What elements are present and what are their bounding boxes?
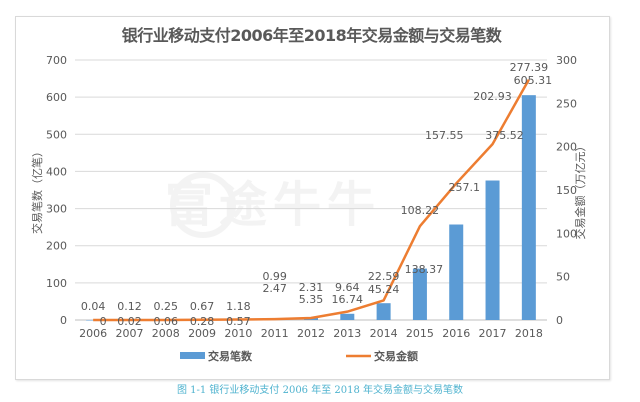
- legend-line-label: 交易金额: [374, 349, 418, 363]
- line-data-label: 0.28: [190, 315, 215, 328]
- bar-data-label: 0.04: [81, 300, 106, 313]
- bar: [485, 180, 500, 320]
- x-tick-label: 2016: [442, 327, 470, 340]
- line-data-label: 0.06: [154, 315, 179, 328]
- bar: [449, 224, 464, 320]
- x-tick-label: 2015: [406, 327, 434, 340]
- x-tick-label: 2006: [79, 327, 107, 340]
- bar: [412, 268, 427, 320]
- bar: [340, 313, 355, 320]
- chart-title: 银行业移动支付2006年至2018年交易金额与交易笔数: [121, 26, 502, 45]
- bar: [86, 319, 101, 321]
- y-tick-label: 0: [60, 314, 67, 327]
- line-data-label: 0.02: [117, 315, 142, 328]
- x-tick-label: 2012: [297, 327, 325, 340]
- y2-axis-title: 交易金额（万亿元）: [573, 141, 587, 240]
- line-data-label: 0.57: [226, 315, 251, 328]
- line-data-label: 0: [100, 315, 107, 328]
- y2-tick-label: 250: [556, 97, 577, 110]
- y-tick-label: 300: [46, 203, 67, 216]
- x-tick-label: 2017: [479, 327, 507, 340]
- x-tick-label: 2007: [115, 327, 143, 340]
- line-data-label: 2.31: [299, 281, 324, 294]
- legend-bar-swatch: [180, 352, 205, 359]
- line-series: [93, 78, 530, 322]
- bar: [376, 303, 391, 320]
- y2-tick-label: 200: [556, 141, 577, 154]
- watermark: 富途牛牛: [165, 177, 382, 233]
- line-data-label: 22.59: [368, 270, 400, 283]
- bar-data-label: 138.37: [405, 263, 444, 276]
- line-data-label: 108.22: [401, 204, 440, 217]
- x-tick-label: 2009: [188, 327, 216, 340]
- x-tick-label: 2008: [152, 327, 180, 340]
- y-tick-label: 700: [46, 54, 67, 67]
- bar-data-label: 375.52: [485, 129, 524, 142]
- legend-bar-label: 交易笔数: [208, 349, 253, 363]
- bar-data-label: 0.67: [190, 300, 215, 313]
- y2-tick-label: 100: [556, 227, 577, 240]
- line-data-label: 0.99: [262, 270, 287, 283]
- bar-data-label: 16.74: [332, 293, 364, 306]
- y-tick-label: 500: [46, 128, 67, 141]
- bar: [521, 95, 536, 321]
- x-tick-label: 2014: [370, 327, 398, 340]
- bar-data-label: 1.18: [226, 300, 251, 313]
- y2-tick-label: 0: [556, 314, 563, 327]
- bar-data-label: 0.12: [117, 300, 142, 313]
- y2-tick-label: 150: [556, 184, 577, 197]
- bar-data-label: 5.35: [299, 293, 324, 306]
- x-tick-label: 2013: [333, 327, 361, 340]
- y2-tick-label: 50: [556, 271, 570, 284]
- bar-data-label: 2.47: [262, 282, 287, 295]
- y2-tick-label: 300: [556, 54, 577, 67]
- figure-caption: 图 1-1 银行业移动支付 2006 年至 2018 年交易金额与交易笔数: [176, 385, 464, 396]
- y-tick-label: 100: [46, 277, 67, 290]
- x-tick-label: 2010: [224, 327, 252, 340]
- bar-data-label: 0.25: [154, 300, 179, 313]
- bar-data-label: 45.24: [368, 283, 400, 296]
- bar-data-label: 605.31: [514, 74, 553, 87]
- y-axis-title: 交易笔数（亿笔）: [30, 146, 44, 234]
- y-tick-label: 400: [46, 165, 67, 178]
- x-tick-label: 2018: [515, 327, 543, 340]
- line-data-label: 157.55: [425, 129, 464, 142]
- watermark-logo-icon: [170, 172, 236, 238]
- x-tick-label: 2011: [261, 327, 289, 340]
- y-tick-label: 200: [46, 240, 67, 253]
- line-data-label: 277.39: [510, 61, 549, 74]
- line-data-label: 202.93: [473, 90, 512, 103]
- y-tick-label: 600: [46, 91, 67, 104]
- line-data-label: 9.64: [335, 281, 360, 294]
- bar-data-label: 257.1: [448, 181, 480, 194]
